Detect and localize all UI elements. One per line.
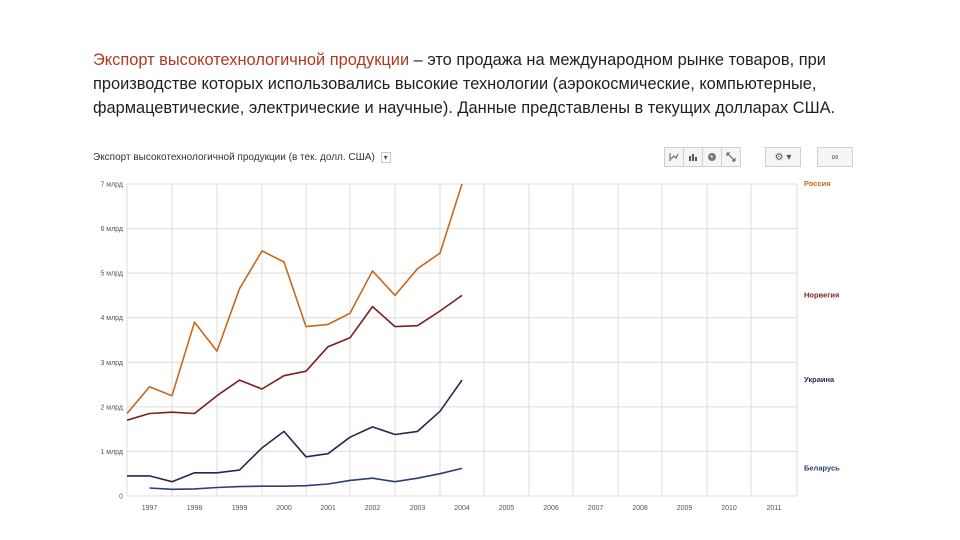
x-tick-label: 2005 — [499, 505, 515, 512]
title-dropdown-icon[interactable]: ▾ — [380, 152, 391, 163]
expand-icon[interactable] — [721, 147, 741, 167]
x-tick-label: 2010 — [721, 505, 737, 512]
series-line — [126, 183, 463, 415]
globe-icon[interactable] — [702, 147, 722, 167]
x-tick-label: 2003 — [410, 505, 426, 512]
y-tick-label: 6 млрд — [100, 226, 123, 233]
intro-term: Экспорт высокотехнологичной продукции — [93, 51, 410, 69]
x-tick-label: 2000 — [276, 505, 292, 512]
x-tick-label: 1997 — [142, 505, 158, 512]
series-line — [149, 467, 463, 491]
intro-paragraph: Экспорт высокотехнологичной продукции – … — [93, 48, 893, 120]
series-line — [126, 294, 463, 421]
x-tick-label: 2001 — [320, 505, 336, 512]
chart-title-text: Экспорт высокотехнологичной продукции (в… — [93, 152, 375, 163]
x-tick-label: 2008 — [632, 505, 648, 512]
legend-entry: Россия — [804, 179, 831, 188]
settings-toolbar: ⚙ ▾ — [765, 147, 801, 169]
share-toolbar: ∞ — [817, 147, 853, 169]
y-tick-label: 0 — [119, 494, 123, 501]
y-tick-label: 3 млрд — [100, 360, 123, 367]
intro-definition: – это продажа на международном рынке тов… — [93, 51, 836, 117]
chart-title: Экспорт высокотехнологичной продукции (в… — [93, 152, 391, 163]
x-tick-label: 2007 — [588, 505, 604, 512]
y-tick-label: 4 млрд — [100, 315, 123, 322]
x-tick-label: 2011 — [766, 505, 781, 512]
chart-type-toolbar — [664, 147, 741, 169]
y-tick-label: 1 млрд — [100, 449, 123, 456]
x-tick-label: 2006 — [543, 505, 559, 512]
gear-icon[interactable]: ⚙ ▾ — [765, 147, 801, 167]
series-line — [127, 379, 463, 483]
x-tick-label: 2002 — [365, 505, 381, 512]
legend-entry: Украина — [804, 375, 835, 384]
x-tick-label: 2009 — [677, 505, 693, 512]
x-tick-label: 2004 — [454, 505, 470, 512]
legend-entry: Норвегия — [804, 290, 839, 299]
line-chart-icon[interactable] — [664, 147, 684, 167]
x-tick-label: 1998 — [187, 505, 203, 512]
legend-entry: Беларусь — [804, 463, 840, 472]
x-tick-label: 1999 — [232, 505, 248, 512]
link-icon[interactable]: ∞ — [817, 147, 853, 167]
y-tick-label: 5 млрд — [100, 271, 123, 278]
y-tick-label: 2 млрд — [100, 404, 123, 411]
bar-chart-icon[interactable] — [683, 147, 703, 167]
y-tick-label: 7 млрд — [100, 182, 123, 189]
